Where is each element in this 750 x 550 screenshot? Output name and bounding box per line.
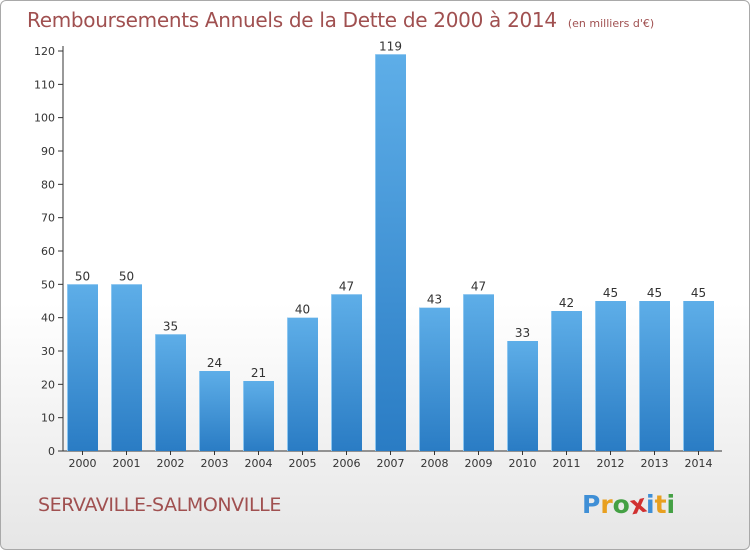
data-label-2013: 45 bbox=[647, 286, 662, 300]
bar-2005 bbox=[287, 317, 318, 451]
bar-2000 bbox=[67, 284, 98, 451]
x-tick-label-2000: 2000 bbox=[69, 457, 97, 470]
y-tick-label: 50 bbox=[41, 278, 55, 291]
bar-2002 bbox=[155, 334, 186, 451]
x-tick-label-2007: 2007 bbox=[377, 457, 405, 470]
commune-name: SERVAVILLE-SALMONVILLE bbox=[38, 494, 281, 516]
x-tick-label-2014: 2014 bbox=[685, 457, 713, 470]
y-tick-label: 100 bbox=[34, 112, 55, 125]
bar-2012 bbox=[595, 301, 626, 451]
data-label-2014: 45 bbox=[691, 286, 706, 300]
bar-2006 bbox=[331, 294, 362, 451]
x-tick-label-2008: 2008 bbox=[421, 457, 449, 470]
axes: 0 10 20 30 40 50 60 70 80 90 100 110 120 2000 2001 2002… bbox=[34, 45, 722, 470]
data-label-2003: 24 bbox=[207, 356, 222, 370]
bar-2010 bbox=[507, 341, 538, 451]
logo-letter: r bbox=[600, 490, 613, 519]
y-tick-label: 30 bbox=[41, 345, 55, 358]
proxiti-logo[interactable]: Proxiti bbox=[582, 489, 676, 521]
data-label-2007: 119 bbox=[379, 39, 402, 53]
x-tick-label-2005: 2005 bbox=[289, 457, 317, 470]
bar-2014 bbox=[683, 301, 714, 451]
bar-2008 bbox=[419, 307, 450, 451]
title-row: Remboursements Annuels de la Dette de 20… bbox=[27, 8, 654, 32]
y-tick-label: 20 bbox=[41, 378, 55, 391]
logo-letter: o bbox=[612, 490, 630, 519]
bars-group: 50 50 35 24 21 40 47 119 43 47 33 42 45 45 45 bbox=[67, 39, 714, 451]
bar-2009 bbox=[463, 294, 494, 451]
x-tick-label-2001: 2001 bbox=[113, 457, 141, 470]
data-label-2011: 42 bbox=[559, 296, 574, 310]
data-label-2001: 50 bbox=[119, 269, 134, 283]
chart-title: Remboursements Annuels de la Dette de 20… bbox=[27, 8, 557, 32]
logo-letter: t bbox=[654, 490, 667, 519]
y-tick-label: 110 bbox=[34, 78, 55, 91]
data-label-2005: 40 bbox=[295, 303, 310, 317]
logo-letter: i bbox=[646, 490, 655, 519]
data-label-2006: 47 bbox=[339, 279, 354, 293]
bar-2007 bbox=[375, 54, 406, 451]
x-tick-label-2010: 2010 bbox=[509, 457, 537, 470]
x-tick-label-2011: 2011 bbox=[553, 457, 581, 470]
y-tick-label: 0 bbox=[48, 445, 55, 458]
x-tick-label-2003: 2003 bbox=[201, 457, 229, 470]
data-label-2000: 50 bbox=[75, 269, 90, 283]
data-label-2008: 43 bbox=[427, 293, 442, 307]
y-tick-label: 90 bbox=[41, 145, 55, 158]
logo-letter: P bbox=[582, 490, 601, 519]
y-tick-label: 10 bbox=[41, 412, 55, 425]
y-tick-label: 70 bbox=[41, 212, 55, 225]
chart-subtitle: (en milliers d'€) bbox=[567, 17, 655, 30]
data-label-2004: 21 bbox=[251, 366, 266, 380]
x-tick-label-2004: 2004 bbox=[245, 457, 273, 470]
data-label-2009: 47 bbox=[471, 279, 486, 293]
y-tick-label: 60 bbox=[41, 245, 55, 258]
data-label-2002: 35 bbox=[163, 319, 178, 333]
bar-2013 bbox=[639, 301, 670, 451]
bar-2004 bbox=[243, 381, 274, 451]
bar-2001 bbox=[111, 284, 142, 451]
x-tick-label-2002: 2002 bbox=[157, 457, 185, 470]
logo-letter: i bbox=[666, 490, 676, 519]
data-label-2012: 45 bbox=[603, 286, 618, 300]
x-tick-label-2013: 2013 bbox=[641, 457, 669, 470]
data-label-2010: 33 bbox=[515, 326, 530, 340]
x-tick-label-2006: 2006 bbox=[333, 457, 361, 470]
bar-2003 bbox=[199, 371, 230, 451]
y-tick-label: 40 bbox=[41, 312, 55, 325]
x-tick-label-2009: 2009 bbox=[465, 457, 493, 470]
y-tick-label: 120 bbox=[34, 45, 55, 58]
x-tick-label-2012: 2012 bbox=[597, 457, 625, 470]
bar-2011 bbox=[551, 311, 582, 451]
y-tick-label: 80 bbox=[41, 178, 55, 191]
